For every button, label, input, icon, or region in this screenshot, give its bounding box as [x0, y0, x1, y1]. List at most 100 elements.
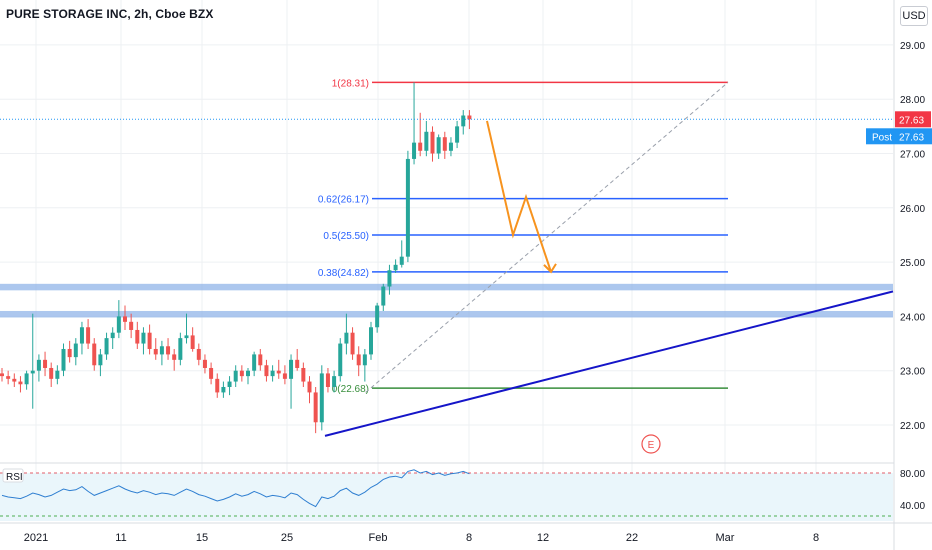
candle-body[interactable]	[215, 378, 220, 393]
price-axis-tick: 23.00	[900, 367, 925, 378]
candle-body[interactable]	[436, 137, 441, 154]
candle-body[interactable]	[147, 332, 152, 349]
rsi-axis-tick: 40.00	[900, 501, 925, 512]
candle-body[interactable]	[49, 367, 54, 379]
candle-body[interactable]	[332, 376, 337, 387]
candle-body[interactable]	[30, 370, 35, 374]
candle-body[interactable]	[362, 354, 367, 366]
candle-body[interactable]	[166, 346, 171, 355]
candle-body[interactable]	[24, 373, 29, 385]
candle-body[interactable]	[43, 359, 48, 368]
candle-body[interactable]	[172, 354, 177, 360]
fib-level-label: 0.5(25.50)	[323, 231, 369, 242]
price-axis-tick: 25.00	[900, 258, 925, 269]
time-axis-tick: 22	[626, 532, 638, 544]
candle-body[interactable]	[350, 332, 355, 355]
candle-body[interactable]	[307, 381, 312, 393]
candle-body[interactable]	[338, 343, 343, 377]
candle-body[interactable]	[295, 359, 300, 368]
candle-body[interactable]	[375, 305, 380, 328]
candle-body[interactable]	[73, 343, 78, 358]
candle-body[interactable]	[405, 158, 410, 257]
currency-button[interactable]: USD	[900, 6, 928, 26]
time-axis-tick: 8	[466, 532, 472, 544]
candle-body[interactable]	[424, 131, 429, 151]
candle-body[interactable]	[313, 392, 318, 423]
candle-body[interactable]	[61, 348, 66, 371]
candle-body[interactable]	[86, 327, 91, 344]
candle-body[interactable]	[282, 373, 287, 379]
candle-body[interactable]	[448, 142, 453, 151]
candle-body[interactable]	[319, 373, 324, 423]
rsi-label-box	[2, 468, 24, 483]
candle-body[interactable]	[467, 115, 472, 120]
support-zone[interactable]	[0, 310, 893, 318]
candle-body[interactable]	[344, 332, 349, 344]
candle-body[interactable]	[239, 370, 244, 377]
candle-body[interactable]	[184, 335, 189, 339]
candle-body[interactable]	[129, 321, 134, 330]
candle-body[interactable]	[301, 367, 306, 382]
candle-body[interactable]	[430, 131, 435, 154]
chart-title: PURE STORAGE INC, 2h, Cboe BZX	[6, 7, 214, 21]
candle-body[interactable]	[412, 142, 417, 159]
candle-body[interactable]	[221, 386, 226, 393]
candle-body[interactable]	[196, 348, 201, 360]
candle-body[interactable]	[418, 142, 423, 151]
candle-body[interactable]	[252, 354, 257, 371]
candle-body[interactable]	[79, 327, 84, 344]
candle-body[interactable]	[442, 137, 447, 151]
candle-body[interactable]	[202, 359, 207, 368]
rsi-line[interactable]	[1, 469, 470, 508]
candle-body[interactable]	[116, 316, 121, 333]
candle-body[interactable]	[123, 316, 127, 322]
earnings-marker[interactable]	[641, 434, 661, 454]
support-zone[interactable]	[0, 283, 893, 291]
candle-body[interactable]	[258, 354, 263, 366]
candle-body[interactable]	[381, 286, 386, 306]
candle-body[interactable]	[110, 332, 115, 339]
candle-body[interactable]	[178, 338, 183, 360]
support-trendline[interactable]	[324, 290, 894, 437]
candle-body[interactable]	[141, 332, 146, 344]
candle-body[interactable]	[455, 126, 460, 143]
candle-body[interactable]	[325, 373, 330, 387]
candle-body[interactable]	[369, 327, 373, 355]
candle-body[interactable]	[264, 365, 269, 377]
dashed-trendline[interactable]	[365, 81, 729, 393]
candle-body[interactable]	[153, 348, 158, 355]
candle-body[interactable]	[387, 270, 392, 287]
candle-body[interactable]	[18, 381, 23, 385]
candle-body[interactable]	[246, 370, 250, 377]
candle-body[interactable]	[289, 359, 294, 379]
candle-body[interactable]	[135, 329, 140, 344]
candle-body[interactable]	[356, 354, 361, 366]
time-axis-tick: 25	[281, 532, 293, 544]
candle-body[interactable]	[270, 370, 275, 377]
candle-body[interactable]	[36, 359, 41, 371]
candle-body[interactable]	[159, 346, 164, 355]
candle-body[interactable]	[98, 354, 103, 366]
price-axis-tick: 27.00	[900, 150, 925, 161]
candle-body[interactable]	[12, 378, 17, 382]
candle-body[interactable]	[190, 335, 195, 349]
candle-body[interactable]	[92, 343, 97, 366]
candle-body[interactable]	[0, 373, 4, 377]
candle-body[interactable]	[399, 256, 404, 265]
candle-body[interactable]	[276, 370, 281, 374]
candle-body[interactable]	[104, 338, 109, 355]
projection-arrowhead	[543, 263, 557, 274]
candle-body[interactable]	[233, 370, 238, 382]
price-axis-area	[894, 0, 932, 550]
candle-body[interactable]	[209, 367, 214, 379]
candle-body[interactable]	[227, 381, 232, 387]
candle-body[interactable]	[393, 264, 398, 271]
time-axis-tick: 11	[115, 532, 126, 544]
candle-body[interactable]	[6, 376, 11, 379]
projection-path[interactable]	[486, 120, 552, 273]
candle-body[interactable]	[55, 370, 60, 379]
candle-body[interactable]	[67, 348, 72, 358]
candle-body[interactable]	[461, 115, 466, 127]
time-axis-tick: 15	[196, 532, 208, 544]
